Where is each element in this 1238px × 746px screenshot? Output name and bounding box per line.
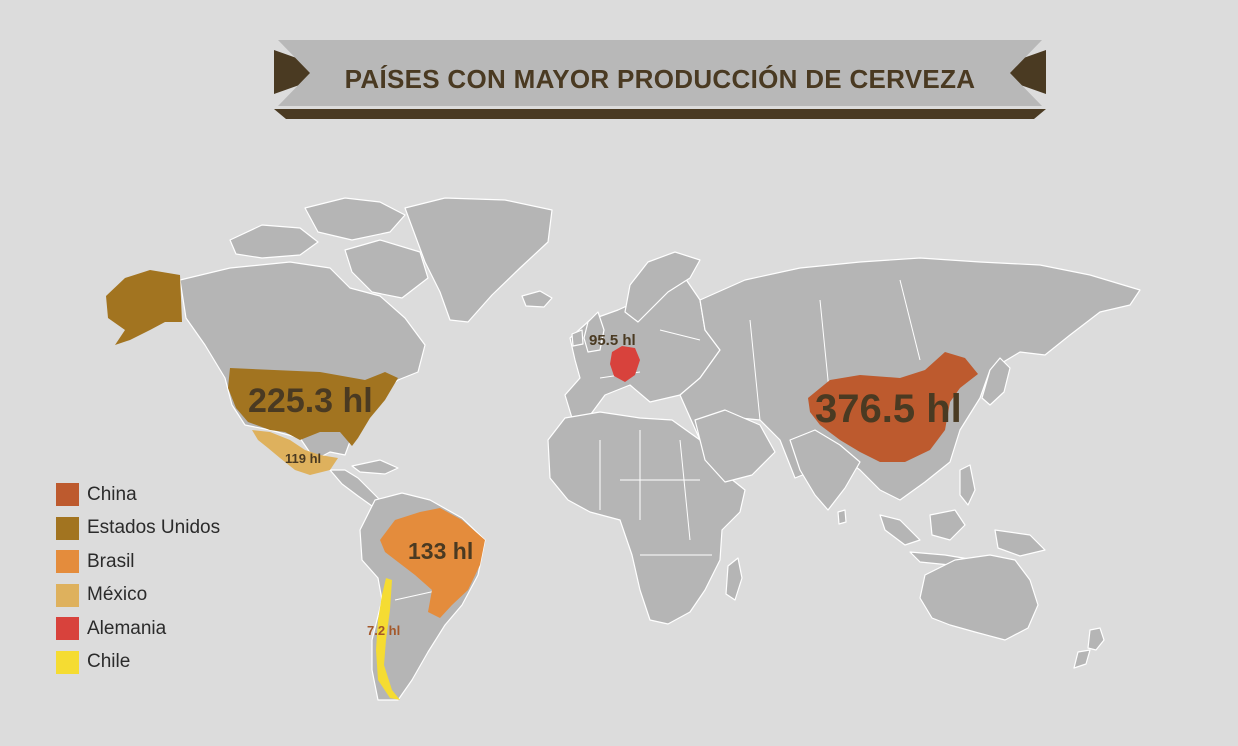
- label-china-production: 376.5 hl: [815, 387, 962, 431]
- map-legend: China Estados Unidos Brasil México Alema…: [56, 478, 220, 679]
- banner-bottom-band: [274, 109, 1046, 119]
- legend-swatch-chile: [56, 650, 79, 674]
- land-greenland: [404, 197, 553, 323]
- legend-label-germany: Alemania: [87, 617, 167, 639]
- land-baffin: [344, 239, 429, 299]
- legend-label-china: China: [87, 483, 137, 505]
- land-scandinavia: [624, 251, 701, 323]
- country-germany: [610, 346, 640, 382]
- land-sri-lanka: [837, 509, 847, 525]
- land-cuba: [351, 459, 399, 475]
- legend-item-chile: Chile: [56, 646, 220, 680]
- legend-swatch-usa: [56, 516, 79, 540]
- legend-label-brazil: Brasil: [87, 550, 135, 572]
- legend-label-usa: Estados Unidos: [87, 517, 221, 539]
- land-india: [789, 429, 861, 511]
- land-sumatra: [879, 514, 921, 546]
- legend-item-usa: Estados Unidos: [56, 512, 220, 546]
- banner-left-fold: [274, 50, 336, 94]
- page-title: PAÍSES CON MAYOR PRODUCCIÓN DE CERVEZA: [344, 64, 976, 94]
- label-brazil-production: 133 hl: [408, 538, 474, 564]
- land-new-zealand-south: [1073, 649, 1091, 669]
- land-madagascar: [725, 557, 743, 601]
- legend-label-mexico: México: [87, 584, 148, 606]
- country-usa: [228, 368, 398, 446]
- country-chile: [376, 578, 400, 700]
- land-uk: [583, 311, 605, 353]
- land-arctic-islands: [229, 224, 319, 259]
- country-china: [808, 352, 978, 462]
- land-philippines: [959, 464, 976, 506]
- land-arabia: [694, 409, 776, 483]
- land-iceland: [521, 290, 553, 308]
- label-germany-production: 95.5 hl: [589, 332, 636, 349]
- legend-item-china: China: [56, 478, 220, 512]
- country-mexico: [252, 430, 338, 475]
- legend-label-chile: Chile: [87, 651, 131, 673]
- legend-swatch-germany: [56, 617, 79, 641]
- label-mexico-production: 119 hl: [285, 451, 322, 466]
- country-brazil: [380, 508, 485, 618]
- label-usa-production: 225.3 hl: [248, 382, 373, 420]
- land-borneo: [929, 509, 966, 541]
- land-central-america: [329, 469, 381, 507]
- land-ireland: [571, 329, 584, 347]
- country-usa-alaska: [106, 270, 182, 345]
- land-arctic-islands-2: [304, 197, 406, 241]
- title-banner: [274, 40, 1046, 119]
- banner-right-fold: [984, 50, 1046, 94]
- land-australia: [919, 554, 1039, 641]
- legend-swatch-brazil: [56, 550, 79, 574]
- land-africa: [547, 411, 746, 625]
- label-chile-production: 7.2 hl: [367, 623, 401, 638]
- land-new-zealand: [1087, 627, 1105, 651]
- banner-main-ribbon: [278, 40, 1042, 106]
- land-new-guinea: [994, 529, 1046, 557]
- legend-item-brazil: Brasil: [56, 545, 220, 579]
- land-japan: [981, 357, 1011, 406]
- legend-item-germany: Alemania: [56, 612, 220, 646]
- legend-item-mexico: México: [56, 579, 220, 613]
- legend-swatch-china: [56, 483, 79, 507]
- legend-swatch-mexico: [56, 583, 79, 607]
